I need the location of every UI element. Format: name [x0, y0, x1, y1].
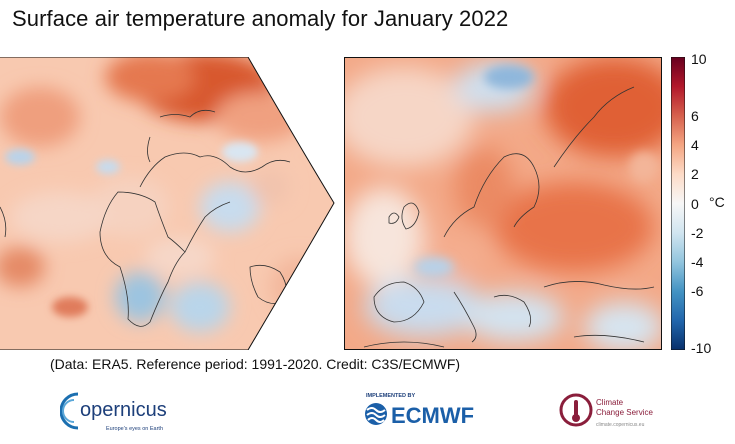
colorbar-tick-label: -6 [691, 283, 704, 300]
colorbar [671, 57, 685, 350]
colorbar-tick-label: -10 [691, 340, 712, 356]
colorbar-unit: °C [709, 194, 725, 210]
c3s-tagline: climate.copernicus.eu [596, 422, 645, 428]
implemented-by-label: IMPLEMENTED BY [366, 393, 416, 399]
colorbar-tick-label: 10 [691, 51, 707, 67]
c3s-logo: Climate Change Service climate.copernicu… [559, 393, 653, 428]
colorbar-tick-label: 6 [691, 107, 699, 124]
c3s-name-line2: Change Service [596, 408, 653, 417]
europe-anomaly-map [344, 57, 662, 350]
colorbar-tick-label: -4 [691, 254, 704, 271]
ecmwf-wordmark: ECMWF [391, 403, 474, 428]
caption: (Data: ERA5. Reference period: 1991-2020… [50, 356, 461, 372]
colorbar-tick-label: 4 [691, 136, 699, 153]
c3s-name-line1: Climate [596, 398, 624, 407]
copernicus-tagline: Europe's eyes on Earth [106, 426, 163, 432]
ecmwf-logo: IMPLEMENTED BY ECMWF [365, 393, 474, 428]
colorbar-tick-label: 2 [691, 166, 699, 183]
copernicus-logo: opernicus Europe's eyes on Earth [60, 392, 167, 432]
colorbar-tick-label: -2 [691, 224, 704, 241]
copernicus-wordmark: opernicus [80, 399, 167, 421]
colorbar-tick-label: 0 [691, 195, 699, 212]
chart-title: Surface air temperature anomaly for Janu… [12, 6, 509, 31]
global-anomaly-map [0, 57, 335, 350]
